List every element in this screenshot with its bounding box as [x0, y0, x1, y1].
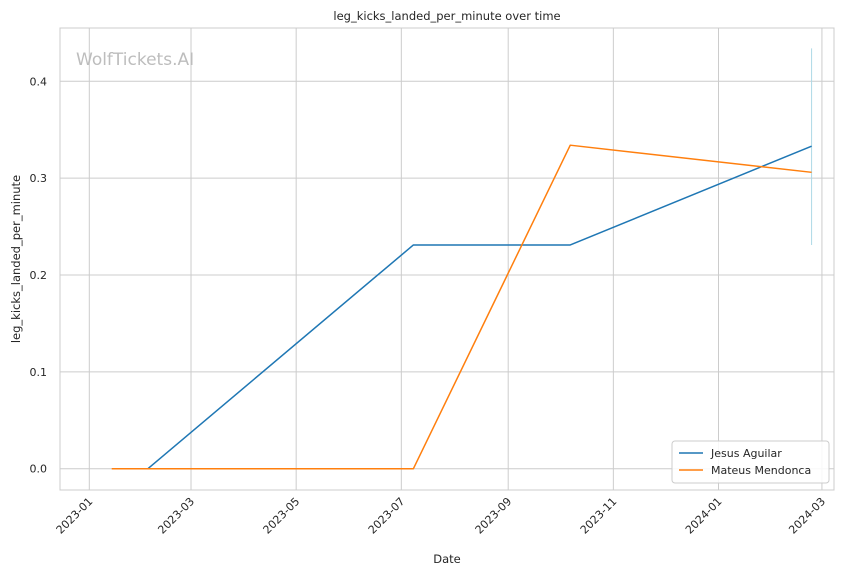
series-line: [111, 144, 812, 470]
y-tick-label: 0.2: [30, 269, 48, 282]
series-group: [111, 144, 812, 470]
chart-title: leg_kicks_landed_per_minute over time: [333, 9, 560, 23]
y-tick-label: 0.4: [30, 75, 48, 88]
grid: [60, 28, 834, 490]
watermark: WolfTickets.AI: [76, 50, 194, 70]
y-axis-label: leg_kicks_landed_per_minute: [9, 175, 23, 343]
series-line: [147, 145, 812, 470]
legend-box: [671, 440, 830, 484]
x-axis-label: Date: [433, 552, 461, 566]
y-tick-label: 0.3: [30, 172, 48, 185]
plot-frame: [59, 27, 835, 491]
y-tick-label: 0.0: [30, 463, 48, 476]
y-tick-label: 0.1: [30, 366, 48, 379]
legend: Jesus Aguilar Mateus Mendonca: [671, 440, 830, 484]
legend-label: Mateus Mendonca: [711, 464, 811, 477]
y-tick-labels: 0.0 0.1 0.2 0.3 0.4: [30, 75, 48, 475]
legend-label: Jesus Aguilar: [710, 447, 782, 460]
